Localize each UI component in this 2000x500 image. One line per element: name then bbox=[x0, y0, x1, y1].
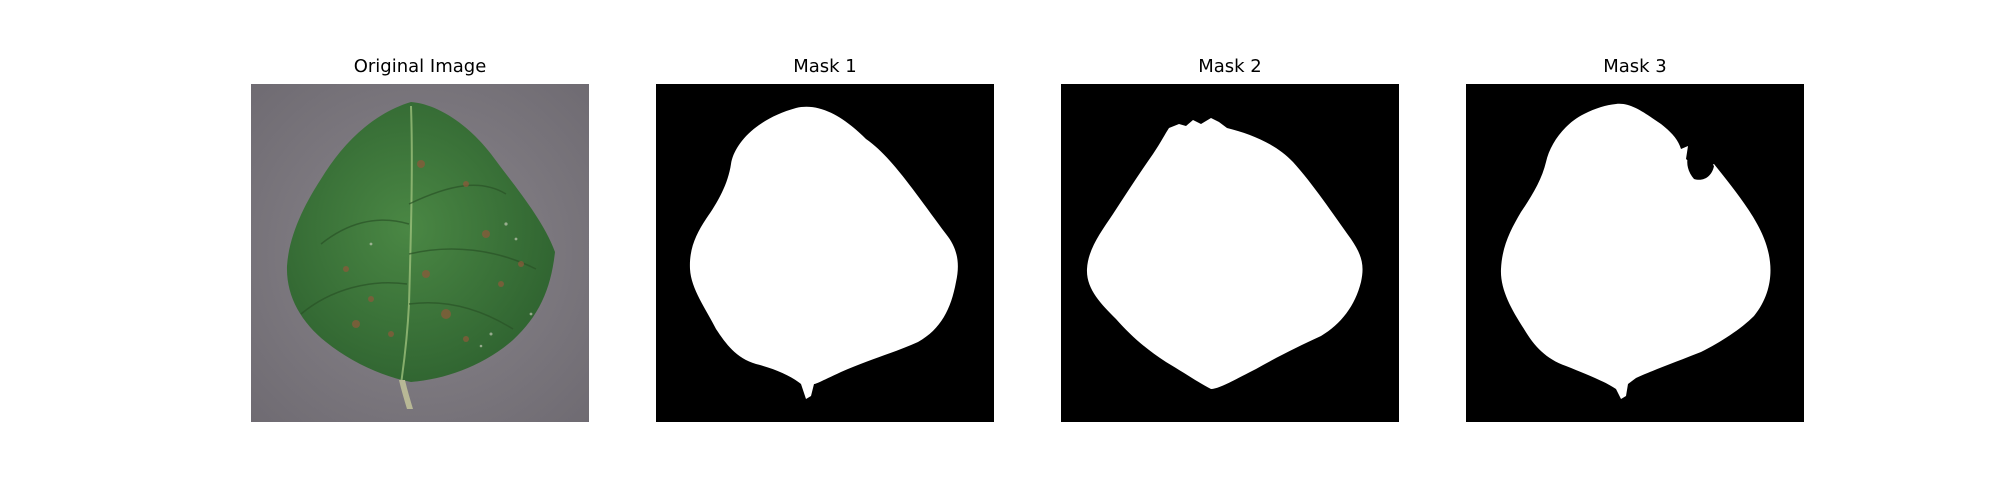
panel-title-mask-1: Mask 1 bbox=[793, 56, 857, 77]
mask-3-notch bbox=[1687, 155, 1714, 180]
mask-3-image bbox=[1466, 84, 1804, 422]
panel-title-mask-3: Mask 3 bbox=[1603, 56, 1667, 77]
mask-2-image bbox=[1061, 84, 1399, 422]
leaf-blade bbox=[286, 102, 555, 382]
leaf-photo bbox=[251, 84, 589, 422]
leaf-petiole bbox=[399, 380, 413, 409]
mask-2-foreground bbox=[1086, 118, 1363, 389]
mask-1-image bbox=[656, 84, 994, 422]
panel-title-mask-2: Mask 2 bbox=[1198, 56, 1262, 77]
mask-1 bbox=[656, 84, 994, 422]
mask-1-foreground bbox=[689, 106, 958, 399]
original-image bbox=[251, 84, 589, 422]
mask-3 bbox=[1466, 84, 1804, 422]
panel-title-original: Original Image bbox=[353, 56, 487, 77]
leaf-midrib bbox=[400, 105, 413, 385]
mask-2 bbox=[1061, 84, 1399, 422]
disease-spots bbox=[343, 160, 524, 342]
